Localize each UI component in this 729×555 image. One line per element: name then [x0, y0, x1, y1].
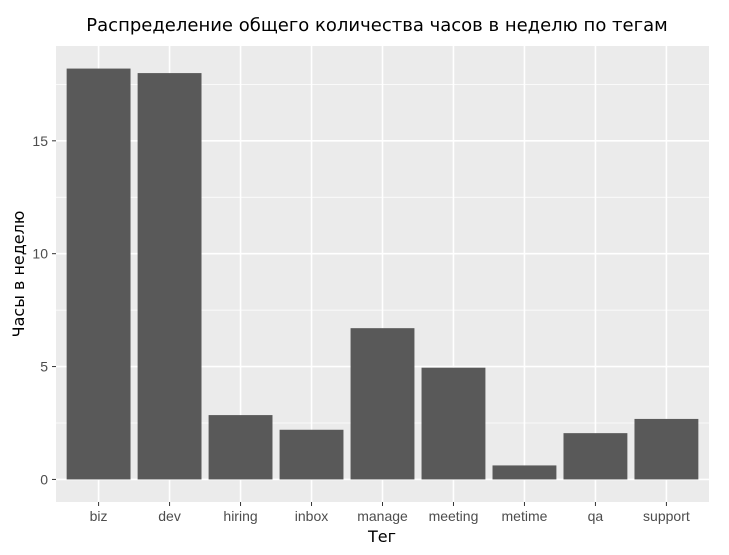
bar-dev: [137, 73, 202, 480]
y-tick-label: 15: [32, 133, 48, 149]
bar-layer: [66, 68, 699, 480]
x-tick-label-inbox: inbox: [295, 508, 328, 524]
y-tick-label: 5: [40, 359, 48, 375]
y-tick-label: 10: [32, 246, 48, 262]
x-axis-title: Тег: [367, 527, 396, 546]
chart-title: Распределение общего количества часов в …: [86, 15, 667, 36]
bar-metime: [492, 465, 557, 480]
x-tick-label-dev: dev: [158, 508, 181, 524]
y-axis: 0 5 10 15: [32, 133, 56, 487]
bar-biz: [66, 68, 131, 480]
x-tick-label-metime: metime: [502, 508, 548, 524]
bar-meeting: [421, 367, 486, 480]
x-tick-label-manage: manage: [357, 508, 408, 524]
y-axis-title: Часы в неделю: [9, 211, 28, 338]
y-tick-label: 0: [40, 471, 48, 487]
bar-support: [634, 418, 699, 480]
bar-hiring: [208, 415, 273, 480]
bar-qa: [563, 433, 628, 480]
x-axis: biz dev hiring inbox manage meeting metime qa su…: [90, 502, 690, 524]
bar-manage: [350, 328, 415, 480]
x-tick-label-support: support: [643, 508, 690, 524]
x-tick-label-meeting: meeting: [429, 508, 479, 524]
x-tick-label-biz: biz: [90, 508, 108, 524]
bar-inbox: [279, 429, 344, 480]
x-tick-label-qa: qa: [588, 508, 604, 524]
x-tick-label-hiring: hiring: [223, 508, 257, 524]
